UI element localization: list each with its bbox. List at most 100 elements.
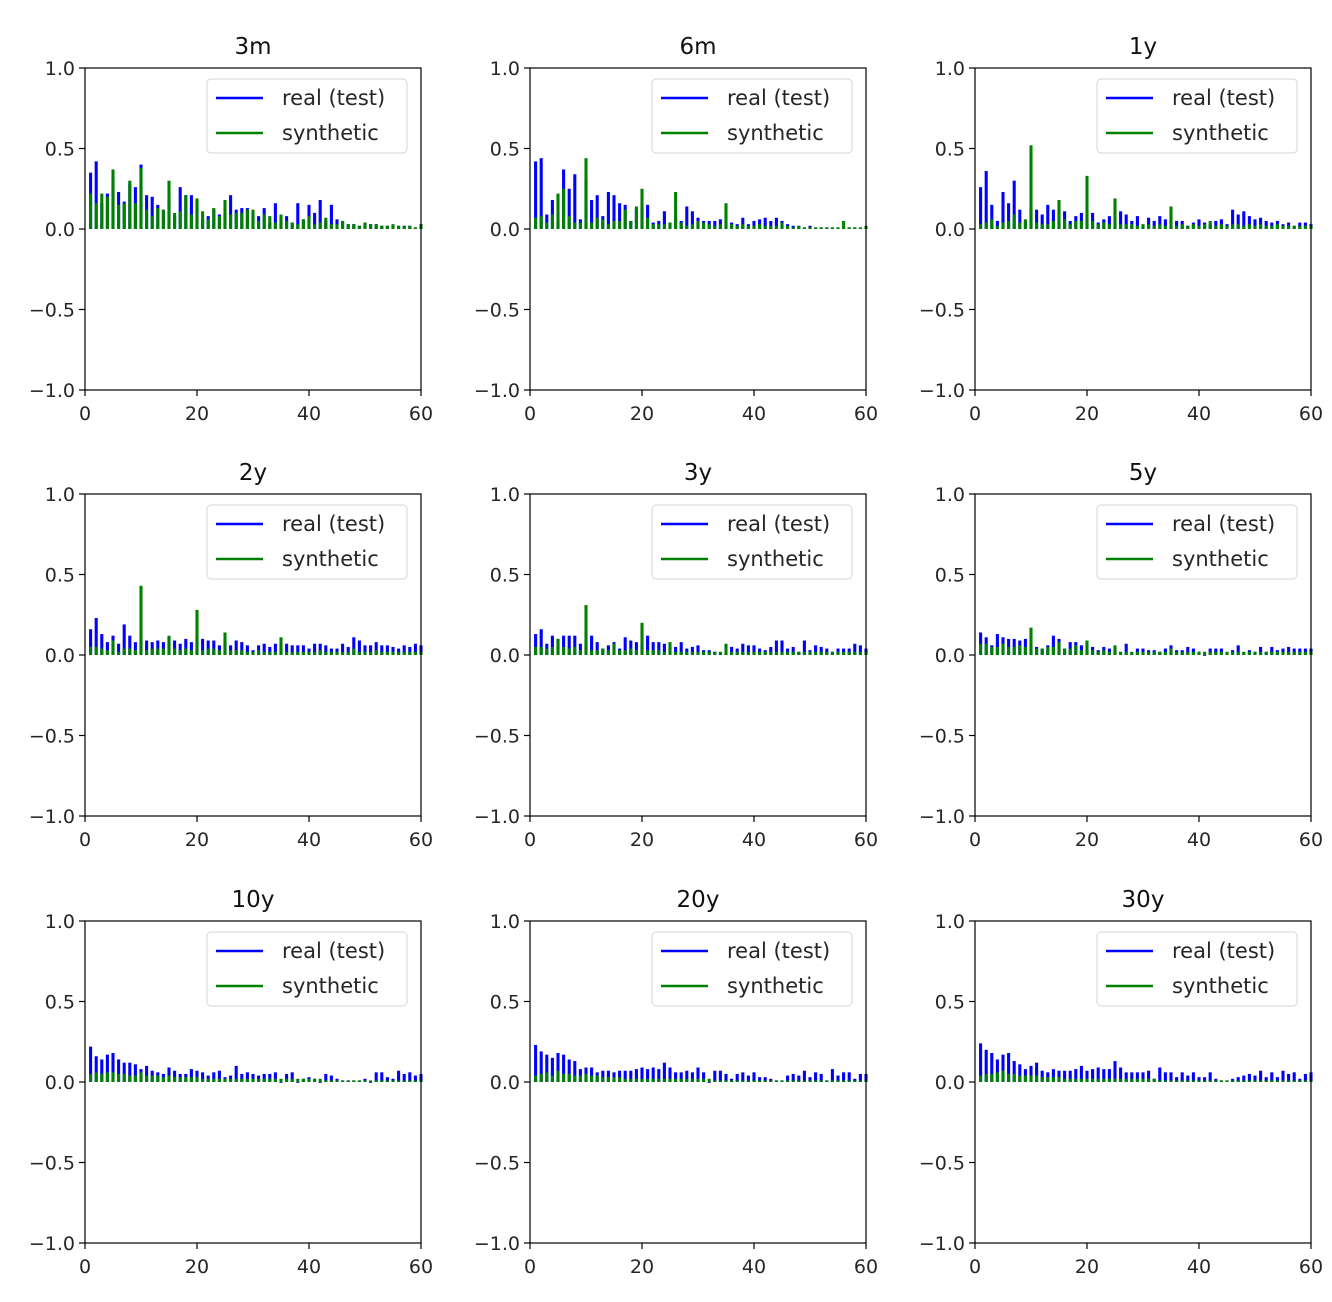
bar (100, 1059, 104, 1082)
bar (1141, 224, 1145, 229)
bar (391, 651, 395, 655)
bar (212, 208, 216, 229)
bar (623, 650, 627, 655)
bar (105, 1054, 109, 1082)
bar (357, 1080, 361, 1082)
bar (1281, 1080, 1285, 1082)
bar (1113, 1078, 1117, 1082)
subplot-3m: 3m −1.0 −0.5 0.0 0.5 1.0 0 20 40 60 real (test) syn… (29, 34, 433, 425)
bar (1152, 651, 1156, 655)
x-tick-label: 60 (1299, 1256, 1323, 1278)
x-tick-label: 60 (854, 829, 878, 851)
subplot-title: 20y (677, 887, 720, 913)
legend-label: real (test) (282, 939, 385, 963)
bar (1046, 1072, 1050, 1082)
bar (786, 1080, 790, 1082)
bar (780, 1080, 784, 1082)
bar (173, 640, 177, 655)
bar (111, 169, 115, 229)
bar (341, 651, 345, 655)
bar (584, 605, 588, 655)
y-tick-label: 0.5 (935, 992, 965, 1014)
bar (842, 651, 846, 655)
bar (769, 1080, 773, 1082)
bar (1287, 225, 1291, 229)
bar (94, 1072, 98, 1082)
bar (601, 1070, 605, 1082)
bar (550, 214, 554, 229)
bar (1225, 1080, 1229, 1082)
bar (534, 1044, 538, 1082)
bar (1063, 219, 1067, 229)
bar (1270, 1080, 1274, 1082)
bar (984, 643, 988, 655)
bar (128, 180, 132, 229)
bar (1130, 224, 1134, 229)
bar (612, 1077, 616, 1082)
bar (195, 198, 199, 229)
bar (534, 646, 538, 655)
bar (128, 1062, 132, 1082)
bar (746, 1075, 750, 1082)
bar (1046, 1077, 1050, 1082)
bar (679, 1078, 683, 1082)
bar (674, 1072, 678, 1082)
y-tick-label: 1.0 (45, 911, 75, 933)
bar (612, 1072, 616, 1082)
bar (1236, 645, 1240, 655)
bar (1147, 1078, 1151, 1082)
bar (212, 1078, 216, 1082)
bar (1225, 225, 1229, 229)
bar (1197, 651, 1201, 655)
bar (1158, 1067, 1162, 1082)
y-tick-label: 1.0 (935, 58, 965, 80)
bar (133, 642, 137, 655)
bar (1158, 1080, 1162, 1082)
bar (1074, 220, 1078, 229)
bar (397, 651, 401, 655)
bar (847, 1080, 851, 1082)
bar (318, 1082, 322, 1083)
bar (251, 1078, 255, 1082)
bar (1107, 651, 1111, 655)
legend: real (test) synthetic (1096, 931, 1298, 1007)
bar (1214, 1080, 1218, 1082)
bar (651, 1067, 655, 1082)
bar (858, 227, 862, 229)
bar (89, 629, 93, 655)
bar (646, 204, 650, 229)
bar (606, 191, 610, 229)
bar (105, 196, 109, 229)
bar (1091, 1078, 1095, 1082)
bar (1018, 1075, 1022, 1082)
bar (1158, 216, 1162, 229)
bar (111, 1072, 115, 1082)
bar (724, 1080, 728, 1082)
bar (746, 1080, 750, 1082)
y-tick-label: 1.0 (935, 484, 965, 506)
bar (1270, 225, 1274, 229)
series-real-test- (979, 632, 1313, 656)
bar (1186, 646, 1190, 655)
bar (853, 227, 857, 229)
bar (1169, 206, 1173, 229)
bar (262, 214, 266, 229)
subplot-10y: 10y −1.0 −0.5 0.0 0.5 1.0 0 20 40 60 real (test) sy… (29, 887, 433, 1278)
bar (1124, 224, 1128, 229)
bar (674, 646, 678, 655)
bar (391, 646, 395, 655)
bar (556, 638, 560, 655)
bar (1035, 1062, 1039, 1082)
subplot-3y: 3y −1.0 −0.5 0.0 0.5 1.0 0 20 40 60 real (test) syn… (474, 460, 878, 851)
bar (111, 640, 115, 655)
bar (858, 645, 862, 655)
bar (1102, 222, 1106, 229)
bar (707, 224, 711, 229)
bar (122, 648, 126, 655)
bar (1079, 220, 1083, 229)
bar (1079, 650, 1083, 655)
bar (178, 650, 182, 655)
bar (550, 646, 554, 655)
bar (111, 1053, 115, 1082)
bar (408, 225, 412, 229)
